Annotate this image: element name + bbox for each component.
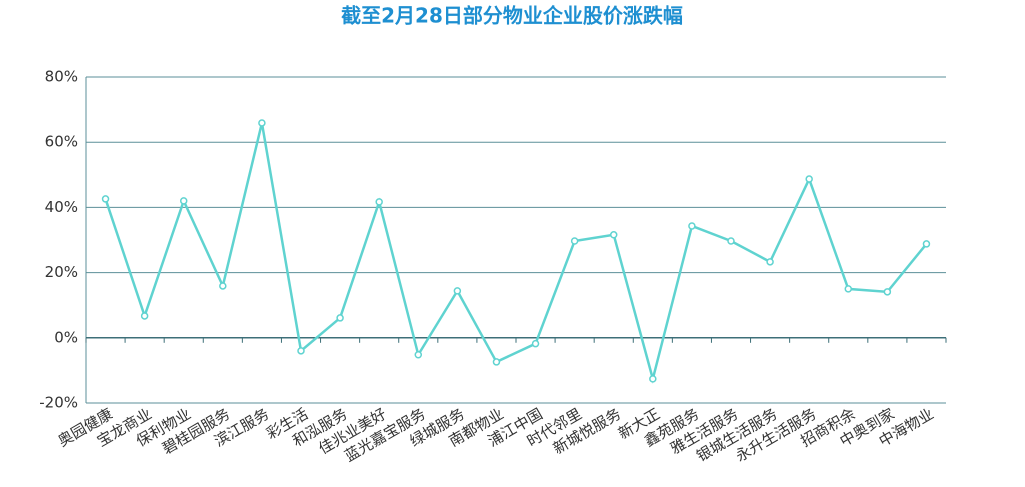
point — [531, 339, 540, 348]
y-tick-label: -20% — [39, 394, 78, 412]
y-tick-label: 60% — [45, 133, 78, 151]
point — [375, 198, 383, 206]
point — [414, 351, 423, 359]
y-tick-label: 20% — [45, 263, 78, 281]
point — [570, 237, 579, 245]
point — [766, 258, 774, 266]
point — [688, 222, 696, 230]
point — [805, 175, 813, 183]
point — [727, 237, 735, 245]
point — [649, 375, 657, 383]
y-tick-label: 40% — [45, 198, 78, 216]
point — [179, 197, 188, 205]
y-tick-label: 80% — [45, 68, 78, 86]
point — [140, 312, 149, 320]
y-tick-label: 0% — [54, 328, 78, 346]
chart-title: 截至2月28日部分物业企业股价涨跌幅 — [341, 4, 683, 28]
point — [922, 240, 931, 248]
point — [336, 314, 344, 322]
point — [453, 287, 462, 295]
point — [844, 285, 853, 293]
point — [297, 347, 305, 355]
point — [883, 288, 892, 296]
line — [104, 122, 928, 384]
point — [101, 195, 110, 203]
point — [219, 282, 227, 290]
point — [258, 119, 266, 127]
point — [609, 231, 618, 239]
point — [492, 358, 501, 366]
